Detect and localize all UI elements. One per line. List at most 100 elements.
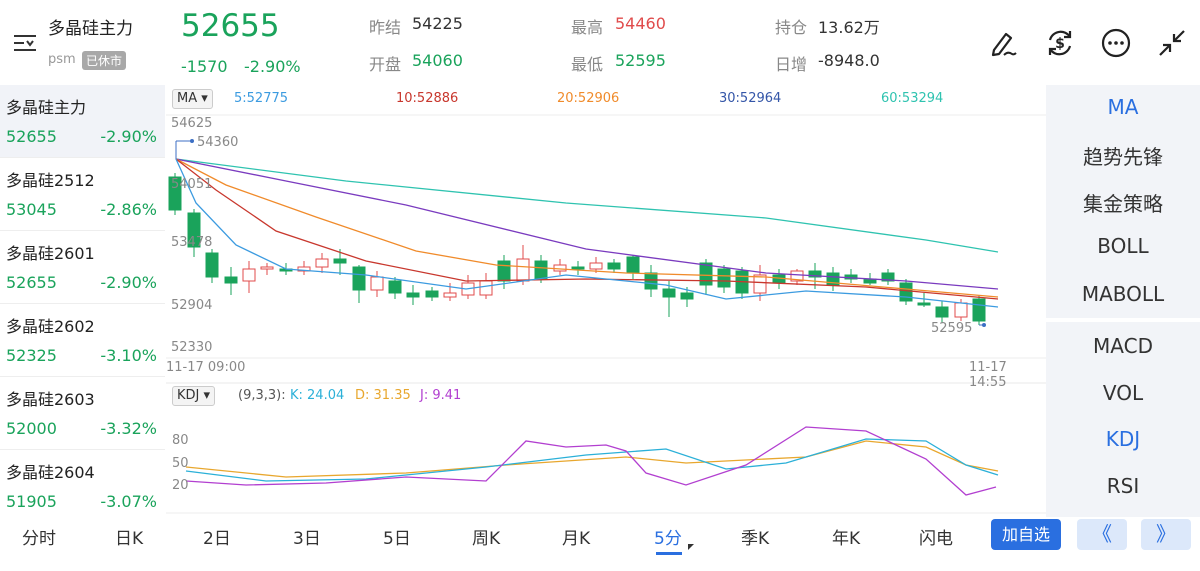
candle-body: [205, 252, 219, 278]
candle-body: [315, 258, 329, 268]
sub-indicator-select[interactable]: KDJ ▾: [172, 386, 216, 406]
indicator-rsi[interactable]: RSI: [1106, 474, 1140, 498]
indicator-ma[interactable]: MA: [1107, 95, 1139, 119]
candle-body: [406, 292, 420, 298]
candle-body: [881, 272, 895, 282]
kdj-d-label: D: 31.35: [355, 388, 411, 403]
candle-body: [571, 266, 585, 270]
add-watchlist-button[interactable]: 加自选: [991, 519, 1061, 550]
contract-item-price: 52325: [6, 346, 57, 365]
candle-body: [662, 288, 676, 298]
indicator-boll[interactable]: BOLL: [1097, 234, 1149, 258]
kdj-y-label: 80: [172, 433, 189, 448]
panel-divider: [1046, 318, 1200, 322]
candle-body: [589, 262, 603, 270]
tab-flash[interactable]: 闪电: [919, 529, 953, 549]
candle-body: [753, 274, 767, 294]
candle-body: [425, 290, 439, 298]
kdj-k-label: K: 24.04: [290, 388, 345, 403]
menu-filter-icon[interactable]: [10, 30, 40, 56]
kdj-params: (9,3,3):: [238, 388, 286, 403]
candle-body: [224, 276, 238, 284]
contract-item-pct: -3.07%: [100, 492, 157, 511]
price-change: -1570: [181, 57, 228, 76]
high-label: 最高: [571, 18, 604, 37]
contract-item[interactable]: 多晶硅2601 52655 -2.90%: [0, 231, 165, 304]
indicator-vol[interactable]: VOL: [1102, 381, 1144, 405]
last-price: 52655: [181, 8, 280, 44]
contract-name[interactable]: 多晶硅主力: [48, 19, 133, 39]
main-indicator-select[interactable]: MA ▾: [172, 89, 213, 109]
contract-item-name: 多晶硅主力: [6, 98, 87, 117]
x-axis-start: 11-17 09:00: [166, 360, 246, 375]
contract-item-price: 52000: [6, 419, 57, 438]
candle-body: [333, 258, 347, 264]
contract-item-pct: -2.90%: [100, 127, 157, 146]
ma-line: [175, 158, 999, 308]
tab-week[interactable]: 周K: [472, 529, 501, 549]
candle-body: [972, 298, 986, 322]
candle-body: [954, 302, 968, 318]
tab-timeshare[interactable]: 分时: [22, 529, 56, 549]
kdj-y-label: 50: [172, 456, 189, 471]
contract-item[interactable]: 多晶硅主力 52655 -2.90%: [0, 85, 165, 158]
oi-change-label: 日增: [775, 55, 808, 74]
indicator-trend[interactable]: 趋势先锋: [1083, 145, 1163, 169]
indicator-maboll[interactable]: MABOLL: [1081, 282, 1165, 306]
more-icon[interactable]: [1099, 26, 1133, 60]
tab-3day[interactable]: 3日: [293, 529, 321, 549]
contract-code: psm: [48, 52, 76, 67]
ma-line: [175, 158, 999, 253]
next-button[interactable]: 》: [1141, 519, 1191, 550]
tab-quarter[interactable]: 季K: [741, 529, 770, 549]
candle-body: [899, 282, 913, 302]
ma60-label: 60:53294: [881, 91, 944, 106]
currency-exchange-icon[interactable]: $: [1043, 26, 1077, 60]
indicator-kdj[interactable]: KDJ: [1105, 427, 1141, 451]
contract-item[interactable]: 多晶硅2604 51905 -3.07%: [0, 450, 165, 517]
draw-pen-icon[interactable]: [986, 26, 1020, 60]
tab-2day[interactable]: 2日: [203, 529, 231, 549]
indicator-strategy[interactable]: 集金策略: [1083, 192, 1163, 216]
candle-body: [717, 268, 731, 288]
candle-body: [808, 270, 822, 278]
tab-year[interactable]: 年K: [832, 529, 861, 549]
candle-body: [497, 260, 511, 282]
contract-item-name: 多晶硅2601: [6, 244, 95, 263]
prev-button[interactable]: 《: [1077, 519, 1127, 550]
contract-item[interactable]: 多晶硅2512 53045 -2.86%: [0, 158, 165, 231]
tab-5min[interactable]: 5分: [654, 529, 682, 549]
contract-item-pct: -3.32%: [100, 419, 157, 438]
prev-settle-label: 昨结: [369, 18, 402, 37]
candle-body: [388, 280, 402, 294]
contract-item[interactable]: 多晶硅2602 52325 -3.10%: [0, 304, 165, 377]
candle-body: [607, 262, 621, 270]
collapse-icon[interactable]: [1155, 26, 1189, 60]
contract-item-pct: -2.86%: [100, 200, 157, 219]
svg-text:$: $: [1055, 36, 1065, 52]
candle-body: [516, 258, 530, 282]
tab-day[interactable]: 日K: [115, 529, 144, 549]
contract-item-name: 多晶硅2603: [6, 390, 95, 409]
kline-chart[interactable]: MA ▾ 5:52775 10:52886 20:52906 30:52964 …: [166, 85, 1046, 517]
contract-item-price: 51905: [6, 492, 57, 511]
dropdown-caret-icon: ▾: [203, 388, 211, 403]
tab-month[interactable]: 月K: [562, 529, 591, 549]
open-interest-value: 13.62万: [818, 18, 880, 37]
min-marker-dot: [982, 323, 986, 327]
max-price-marker: 54360: [197, 135, 239, 150]
quote-header: 多晶硅主力 psm 已休市 52655 -1570 -2.90% 昨结 5422…: [0, 0, 1200, 85]
kline-canvas[interactable]: [166, 85, 1046, 517]
contract-item[interactable]: 多晶硅2603 52000 -3.32%: [0, 377, 165, 450]
y-axis-label: 52330: [171, 340, 213, 355]
contract-item-price: 53045: [6, 200, 57, 219]
indicator-panel: MA 趋势先锋 集金策略 BOLL MABOLL MACD VOL KDJ RS…: [1046, 85, 1200, 517]
tab-5day[interactable]: 5日: [383, 529, 411, 549]
open-label: 开盘: [369, 55, 402, 74]
ma-line: [175, 158, 999, 290]
tab-dropdown-icon[interactable]: [688, 544, 694, 550]
contract-item-name: 多晶硅2604: [6, 463, 95, 482]
x-axis-end: 11-17 14:55: [969, 360, 1007, 390]
max-marker-dot: [190, 139, 194, 143]
indicator-macd[interactable]: MACD: [1093, 334, 1153, 358]
